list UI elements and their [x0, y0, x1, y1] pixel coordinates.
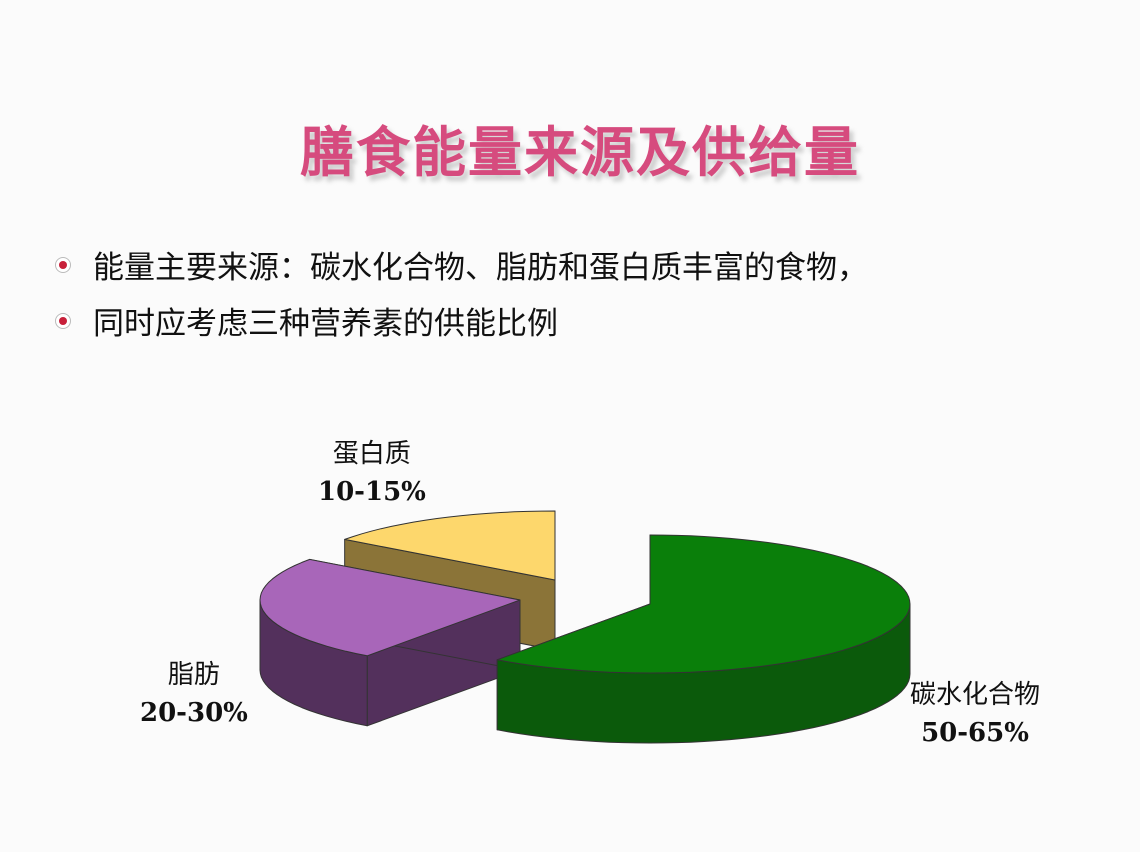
slice-percent: 20-30% — [140, 698, 248, 728]
slice-carbohydrate — [496, 534, 911, 674]
bullet-item: 同时应考虑三种营养素的供能比例 — [55, 298, 558, 343]
bullet-icon — [55, 256, 71, 273]
bullet-item: 能量主要来源：碳水化合物、脂肪和蛋白质丰富的食物， — [55, 242, 868, 287]
slice-fat — [259, 558, 521, 657]
bullet-text: 能量主要来源：碳水化合物、脂肪和蛋白质丰富的食物， — [93, 250, 868, 286]
label-protein: 蛋白质 10-15% — [318, 435, 426, 511]
slice-name: 脂肪 — [167, 660, 220, 690]
bullet-icon — [55, 312, 71, 329]
slice-percent: 50-65% — [921, 718, 1029, 748]
slice-protein — [344, 510, 556, 581]
slice-name: 碳水化合物 — [910, 680, 1041, 710]
slice-percent: 10-15% — [318, 477, 426, 507]
slide-title: 膳食能量来源及供给量 — [300, 121, 860, 184]
bullet-text: 同时应考虑三种营养素的供能比例 — [93, 306, 558, 342]
label-fat: 脂肪 20-30% — [140, 656, 248, 732]
slice-name: 蛋白质 — [332, 439, 411, 469]
label-carbohydrate: 碳水化合物 50-65% — [910, 676, 1040, 752]
